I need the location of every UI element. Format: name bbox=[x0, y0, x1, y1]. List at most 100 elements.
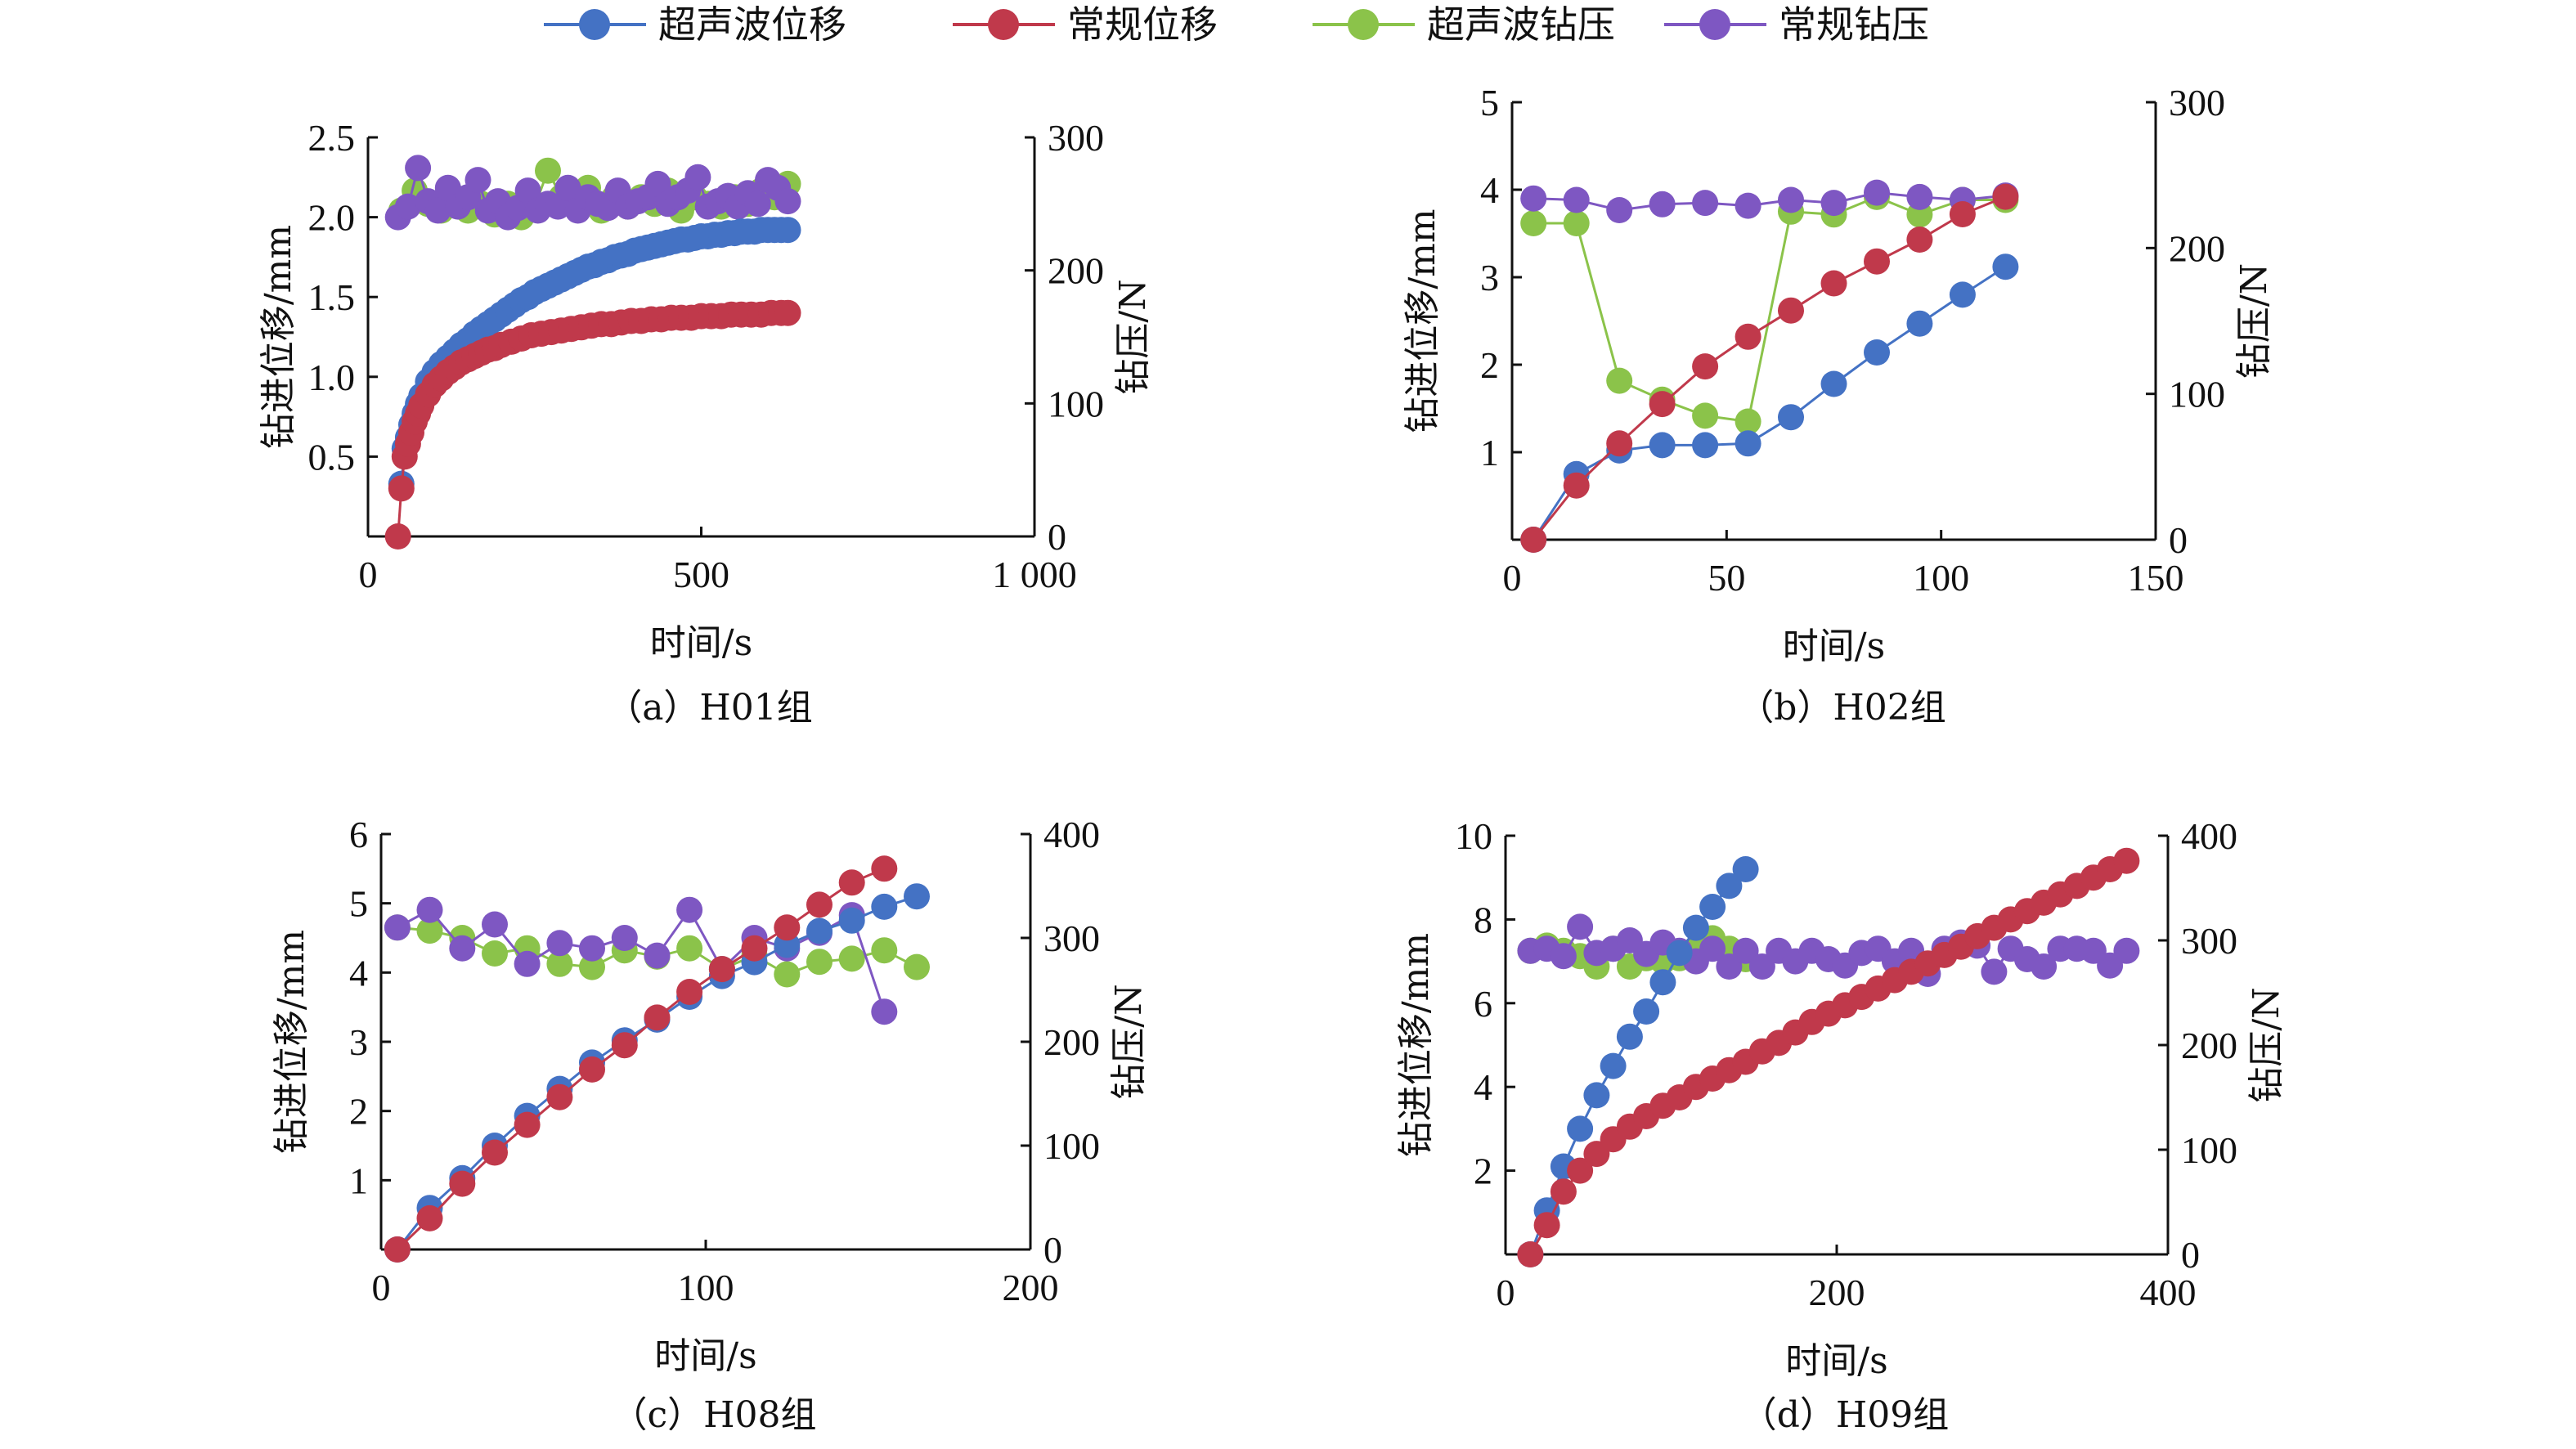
data-point bbox=[1606, 197, 1633, 223]
data-point bbox=[806, 917, 832, 944]
legend-label-2: 超声波钻压 bbox=[1427, 2, 1615, 47]
data-point bbox=[871, 998, 898, 1025]
data-point bbox=[1692, 402, 1719, 429]
y-tick-label: 0.5 bbox=[308, 436, 356, 478]
series-2 bbox=[1520, 183, 2019, 435]
data-point bbox=[1682, 914, 1709, 941]
data-point bbox=[384, 914, 411, 941]
series-1 bbox=[384, 855, 898, 1263]
x-tick-label: 100 bbox=[1913, 557, 1969, 599]
y-tick-label: 5 bbox=[1480, 82, 1499, 123]
data-point bbox=[1906, 183, 1933, 210]
x-tick-label: 100 bbox=[678, 1267, 734, 1308]
y-tick-label: 2.5 bbox=[308, 117, 356, 159]
data-point bbox=[514, 950, 541, 977]
data-point bbox=[1820, 270, 1847, 297]
y2-tick-label: 200 bbox=[2181, 1025, 2237, 1066]
y-tick-label: 10 bbox=[1455, 815, 1492, 857]
data-point bbox=[482, 911, 508, 938]
y-tick-label: 4 bbox=[349, 952, 368, 994]
x-tick-label: 200 bbox=[1003, 1267, 1059, 1308]
y-tick-label: 3 bbox=[349, 1021, 368, 1063]
data-point bbox=[1778, 297, 1804, 324]
y2-axis-title: 钻压/N bbox=[1112, 279, 1154, 394]
data-point bbox=[838, 869, 865, 896]
data-point bbox=[1949, 201, 1976, 227]
y-tick-label: 6 bbox=[1474, 983, 1492, 1025]
y2-tick-label: 0 bbox=[1043, 1229, 1062, 1271]
data-point bbox=[546, 950, 573, 977]
data-point bbox=[1735, 192, 1761, 219]
data-point bbox=[1563, 210, 1590, 236]
data-point bbox=[384, 1236, 411, 1263]
x-tick-label: 200 bbox=[1809, 1272, 1865, 1313]
data-point bbox=[554, 174, 581, 201]
data-point bbox=[1864, 179, 1890, 206]
y-axis-title: 钻进位移/mm bbox=[258, 225, 299, 449]
data-point bbox=[1600, 1052, 1627, 1079]
legend-label-1: 常规位移 bbox=[1067, 2, 1218, 47]
series-line bbox=[1533, 191, 2006, 212]
data-point bbox=[871, 855, 898, 882]
y2-axis-title: 钻压/N bbox=[2233, 263, 2275, 379]
series-line bbox=[1533, 195, 2006, 541]
data-point bbox=[2113, 937, 2140, 964]
data-point bbox=[871, 937, 898, 964]
series-line bbox=[397, 907, 886, 1012]
legend-label-3: 常规钻压 bbox=[1779, 2, 1929, 47]
data-point bbox=[1716, 953, 1743, 980]
panel-h01: 0 500 1 000 0.5 1.0 1.5 2.0 2.5 0 100 200 300 时间/s 钻进… bbox=[258, 117, 1154, 729]
y2-tick-label: 300 bbox=[1048, 117, 1104, 159]
data-point bbox=[684, 164, 711, 191]
data-point bbox=[1906, 310, 1933, 337]
data-point bbox=[1748, 953, 1775, 980]
data-point bbox=[806, 891, 832, 918]
data-point bbox=[1778, 186, 1804, 213]
y-axis-title: 钻进位移/mm bbox=[1395, 933, 1437, 1157]
x-tick-label: 400 bbox=[2140, 1272, 2197, 1313]
x-axis-title: 时间/s bbox=[1785, 1340, 1887, 1382]
data-point bbox=[838, 907, 865, 934]
data-point bbox=[1666, 940, 1693, 967]
series-line bbox=[396, 867, 885, 1251]
data-point bbox=[1820, 370, 1847, 397]
data-point bbox=[774, 188, 801, 215]
data-point bbox=[416, 917, 443, 944]
data-point bbox=[579, 935, 605, 962]
data-point bbox=[1864, 339, 1890, 366]
data-point bbox=[1692, 353, 1719, 380]
data-point bbox=[644, 942, 671, 969]
series-3 bbox=[1517, 913, 2140, 987]
data-point bbox=[774, 961, 801, 988]
data-point bbox=[1699, 894, 1726, 920]
x-axis-title: 时间/s bbox=[1783, 626, 1885, 667]
data-point bbox=[1864, 248, 1890, 275]
data-point bbox=[482, 940, 508, 967]
y-tick-label: 5 bbox=[349, 883, 368, 925]
legend: 超声波位移 常规位移 超声波钻压 常规钻压 bbox=[544, 2, 1929, 47]
data-point bbox=[1606, 367, 1633, 394]
y-tick-label: 1 bbox=[1480, 432, 1499, 473]
data-point bbox=[388, 475, 415, 502]
data-point bbox=[644, 170, 671, 197]
data-point bbox=[774, 299, 801, 326]
y2-tick-label: 200 bbox=[1043, 1021, 1100, 1063]
data-point bbox=[838, 945, 865, 972]
data-point bbox=[1563, 186, 1590, 213]
data-point bbox=[1649, 191, 1676, 218]
data-point bbox=[708, 956, 735, 983]
data-point bbox=[611, 925, 638, 951]
data-point bbox=[676, 935, 703, 962]
data-point bbox=[2113, 847, 2140, 874]
data-point bbox=[514, 1111, 541, 1138]
data-point bbox=[384, 523, 411, 550]
data-point bbox=[644, 1004, 671, 1031]
data-point bbox=[1699, 935, 1726, 962]
x-axis-title: 时间/s bbox=[654, 1335, 756, 1377]
y2-tick-label: 200 bbox=[2169, 227, 2225, 269]
data-point bbox=[546, 1083, 573, 1110]
y-tick-label: 3 bbox=[1480, 257, 1499, 298]
y-tick-label: 2 bbox=[349, 1091, 368, 1133]
data-point bbox=[482, 1139, 508, 1166]
